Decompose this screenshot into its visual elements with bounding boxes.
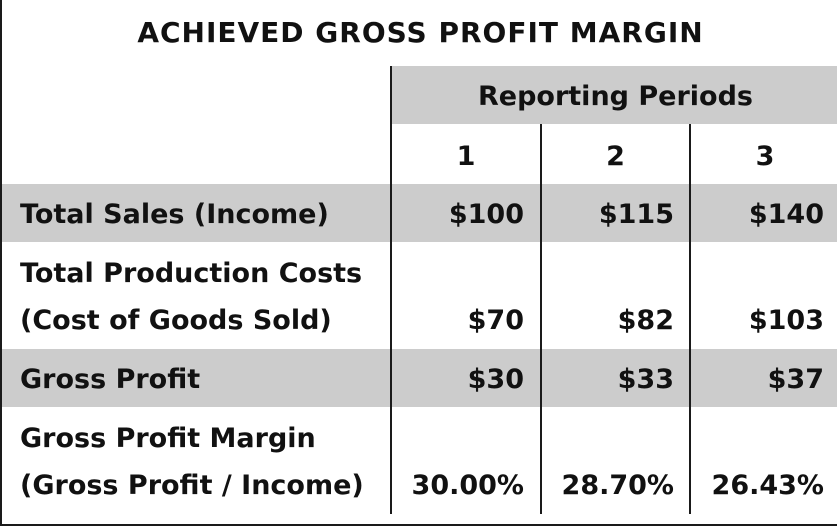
row-label-gross-profit: Gross Profit [20, 364, 201, 395]
gross-profit-period-1: $30 [467, 364, 524, 395]
row-band-total-sales [2, 184, 837, 242]
row-sublabel-cogs: (Cost of Goods Sold) [20, 305, 332, 336]
gross-profit-period-2: $33 [617, 364, 674, 395]
margin-period-3: 26.43% [711, 470, 824, 501]
table-title: ACHIEVED GROSS PROFIT MARGIN [137, 16, 704, 49]
period-2-header: 2 [606, 141, 625, 172]
period-1-header: 1 [456, 141, 476, 172]
row-sublabel-margin-formula: (Gross Profit / Income) [20, 470, 364, 501]
column-rule-labels [390, 66, 392, 514]
margin-period-1: 30.00% [411, 470, 524, 501]
header-band [391, 66, 837, 124]
column-rule-period-2 [689, 124, 691, 514]
period-3-header: 3 [755, 141, 775, 172]
total-sales-period-3: $140 [748, 199, 824, 230]
margin-period-2: 28.70% [561, 470, 674, 501]
row-label-gross-profit-margin: Gross Profit Margin [20, 423, 316, 454]
gross-profit-period-3: $37 [767, 364, 824, 395]
production-costs-period-2: $82 [617, 305, 674, 336]
row-label-total-sales: Total Sales (Income) [20, 199, 329, 230]
total-sales-period-1: $100 [448, 199, 524, 230]
production-costs-period-3: $103 [748, 305, 824, 336]
production-costs-period-1: $70 [467, 305, 524, 336]
reporting-periods-header: Reporting Periods [477, 81, 754, 112]
row-label-production-costs: Total Production Costs [20, 258, 363, 289]
column-rule-period-1 [540, 124, 542, 514]
row-band-gross-profit [2, 349, 837, 407]
total-sales-period-2: $115 [598, 199, 674, 230]
